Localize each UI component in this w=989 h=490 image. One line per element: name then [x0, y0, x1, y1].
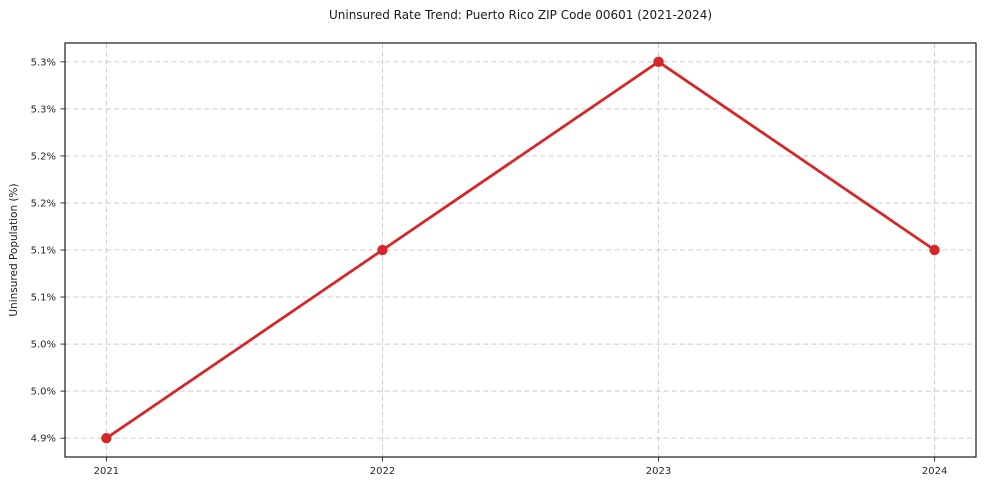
data-point-2024 [929, 244, 940, 256]
x-tick-label: 2022 [370, 466, 395, 477]
data-point-2023 [653, 56, 664, 68]
y-tick-label: 5.2% [31, 151, 56, 162]
x-tick-label: 2023 [646, 466, 671, 477]
data-point-2021 [101, 432, 112, 444]
plot-border [64, 42, 977, 458]
y-tick-label: 5.3% [31, 104, 56, 115]
x-tick-label: 2024 [922, 466, 947, 477]
y-tick-label: 5.0% [31, 387, 56, 398]
y-tick-label: 5.2% [31, 198, 56, 209]
y-tick-label: 5.3% [31, 57, 56, 68]
data-point-2022 [377, 244, 388, 256]
y-tick-label: 5.1% [31, 293, 56, 304]
x-tick-label: 2021 [94, 466, 119, 477]
chart-title: Uninsured Rate Trend: Puerto Rico ZIP Co… [328, 8, 713, 22]
y-tick-label: 5.0% [31, 340, 56, 351]
y-tick-label: 5.1% [31, 246, 56, 257]
trend-line [105, 60, 936, 440]
y-tick-label: 4.9% [31, 434, 56, 445]
